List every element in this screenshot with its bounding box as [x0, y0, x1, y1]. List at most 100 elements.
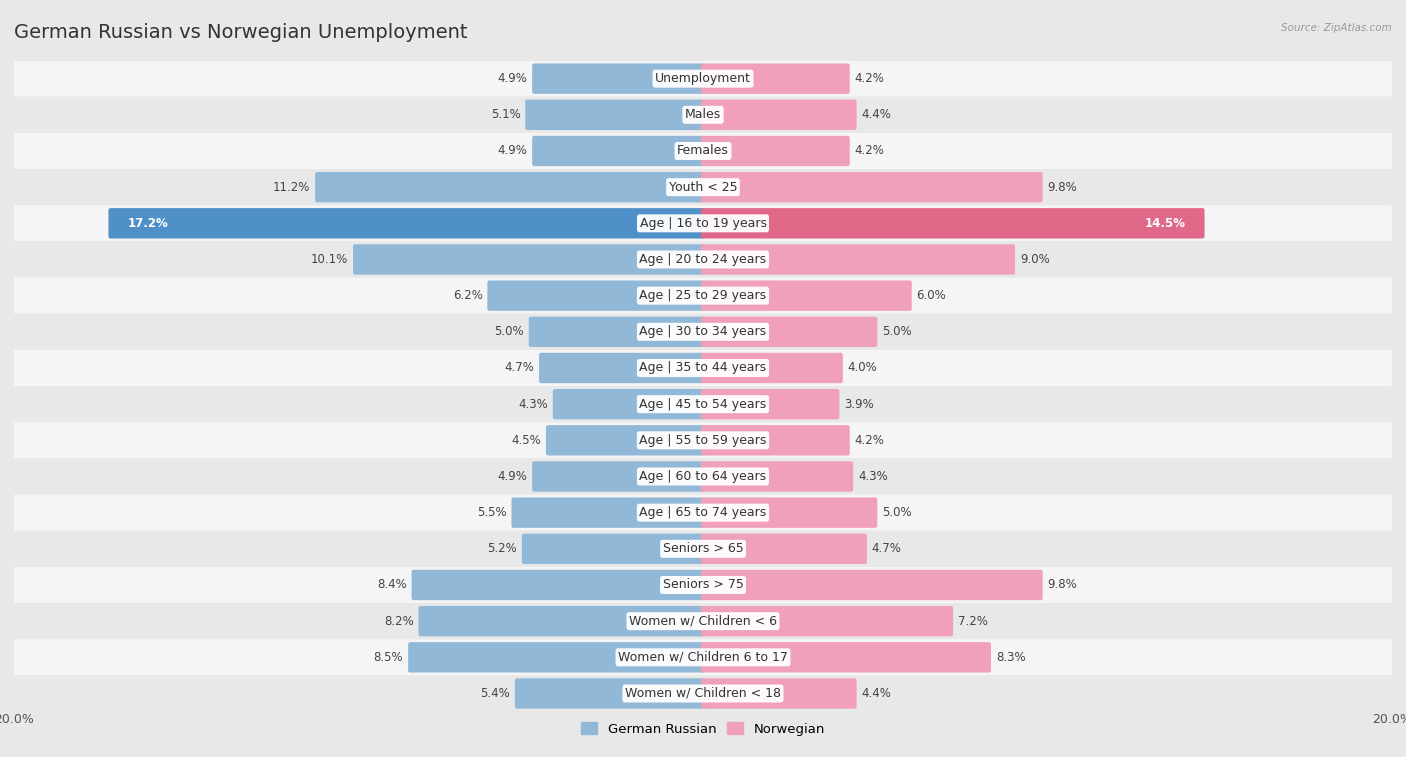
Text: 10.1%: 10.1% — [311, 253, 349, 266]
FancyBboxPatch shape — [702, 461, 853, 492]
FancyBboxPatch shape — [702, 389, 839, 419]
FancyBboxPatch shape — [408, 642, 704, 672]
FancyBboxPatch shape — [14, 133, 1392, 169]
FancyBboxPatch shape — [702, 208, 1205, 238]
FancyBboxPatch shape — [531, 136, 704, 167]
FancyBboxPatch shape — [14, 422, 1392, 459]
FancyBboxPatch shape — [702, 425, 849, 456]
FancyBboxPatch shape — [702, 316, 877, 347]
Text: 6.0%: 6.0% — [917, 289, 946, 302]
FancyBboxPatch shape — [14, 386, 1392, 422]
Text: 4.2%: 4.2% — [855, 72, 884, 85]
Text: 9.8%: 9.8% — [1047, 181, 1077, 194]
FancyBboxPatch shape — [531, 64, 704, 94]
FancyBboxPatch shape — [512, 497, 704, 528]
Text: 14.5%: 14.5% — [1144, 217, 1185, 230]
FancyBboxPatch shape — [488, 280, 704, 311]
Text: 8.3%: 8.3% — [995, 651, 1025, 664]
Text: Women w/ Children 6 to 17: Women w/ Children 6 to 17 — [619, 651, 787, 664]
FancyBboxPatch shape — [14, 97, 1392, 133]
FancyBboxPatch shape — [14, 459, 1392, 494]
Text: 5.0%: 5.0% — [882, 326, 911, 338]
Text: Males: Males — [685, 108, 721, 121]
Text: Seniors > 65: Seniors > 65 — [662, 542, 744, 556]
Text: Women w/ Children < 18: Women w/ Children < 18 — [626, 687, 780, 700]
Text: 8.4%: 8.4% — [377, 578, 406, 591]
FancyBboxPatch shape — [702, 497, 877, 528]
Text: Females: Females — [678, 145, 728, 157]
FancyBboxPatch shape — [702, 136, 849, 167]
Text: Age | 65 to 74 years: Age | 65 to 74 years — [640, 506, 766, 519]
FancyBboxPatch shape — [515, 678, 704, 709]
FancyBboxPatch shape — [702, 642, 991, 672]
FancyBboxPatch shape — [702, 606, 953, 637]
FancyBboxPatch shape — [702, 353, 842, 383]
FancyBboxPatch shape — [14, 531, 1392, 567]
Text: 5.1%: 5.1% — [491, 108, 520, 121]
FancyBboxPatch shape — [553, 389, 704, 419]
Text: 7.2%: 7.2% — [957, 615, 988, 628]
FancyBboxPatch shape — [14, 61, 1392, 97]
Text: Unemployment: Unemployment — [655, 72, 751, 85]
Text: 4.9%: 4.9% — [498, 72, 527, 85]
Text: Age | 30 to 34 years: Age | 30 to 34 years — [640, 326, 766, 338]
FancyBboxPatch shape — [14, 603, 1392, 639]
FancyBboxPatch shape — [14, 639, 1392, 675]
FancyBboxPatch shape — [702, 534, 868, 564]
Text: 5.5%: 5.5% — [477, 506, 506, 519]
Text: 4.2%: 4.2% — [855, 145, 884, 157]
FancyBboxPatch shape — [14, 675, 1392, 712]
FancyBboxPatch shape — [531, 461, 704, 492]
Legend: German Russian, Norwegian: German Russian, Norwegian — [576, 717, 830, 741]
FancyBboxPatch shape — [702, 64, 849, 94]
Text: 4.3%: 4.3% — [858, 470, 887, 483]
FancyBboxPatch shape — [538, 353, 704, 383]
Text: 4.3%: 4.3% — [519, 397, 548, 410]
FancyBboxPatch shape — [419, 606, 704, 637]
Text: Seniors > 75: Seniors > 75 — [662, 578, 744, 591]
Text: 4.9%: 4.9% — [498, 145, 527, 157]
FancyBboxPatch shape — [108, 208, 704, 238]
FancyBboxPatch shape — [14, 567, 1392, 603]
Text: Age | 60 to 64 years: Age | 60 to 64 years — [640, 470, 766, 483]
FancyBboxPatch shape — [526, 100, 704, 130]
Text: 9.8%: 9.8% — [1047, 578, 1077, 591]
Text: Age | 55 to 59 years: Age | 55 to 59 years — [640, 434, 766, 447]
Text: 4.5%: 4.5% — [512, 434, 541, 447]
FancyBboxPatch shape — [529, 316, 704, 347]
FancyBboxPatch shape — [353, 245, 704, 275]
Text: 11.2%: 11.2% — [273, 181, 311, 194]
Text: German Russian vs Norwegian Unemployment: German Russian vs Norwegian Unemployment — [14, 23, 468, 42]
Text: 5.2%: 5.2% — [488, 542, 517, 556]
Text: 20.0%: 20.0% — [0, 713, 34, 727]
FancyBboxPatch shape — [546, 425, 704, 456]
Text: Age | 45 to 54 years: Age | 45 to 54 years — [640, 397, 766, 410]
Text: 20.0%: 20.0% — [1372, 713, 1406, 727]
Text: 4.4%: 4.4% — [862, 687, 891, 700]
FancyBboxPatch shape — [14, 241, 1392, 278]
Text: 8.2%: 8.2% — [384, 615, 413, 628]
Text: 4.4%: 4.4% — [862, 108, 891, 121]
Text: 8.5%: 8.5% — [374, 651, 404, 664]
FancyBboxPatch shape — [702, 280, 911, 311]
Text: 5.4%: 5.4% — [481, 687, 510, 700]
Text: 6.2%: 6.2% — [453, 289, 482, 302]
Text: 4.2%: 4.2% — [855, 434, 884, 447]
FancyBboxPatch shape — [14, 205, 1392, 241]
Text: Age | 20 to 24 years: Age | 20 to 24 years — [640, 253, 766, 266]
FancyBboxPatch shape — [412, 570, 704, 600]
Text: 5.0%: 5.0% — [495, 326, 524, 338]
FancyBboxPatch shape — [702, 570, 1043, 600]
FancyBboxPatch shape — [14, 494, 1392, 531]
Text: 4.0%: 4.0% — [848, 362, 877, 375]
Text: 4.7%: 4.7% — [872, 542, 901, 556]
Text: Age | 16 to 19 years: Age | 16 to 19 years — [640, 217, 766, 230]
Text: 5.0%: 5.0% — [882, 506, 911, 519]
FancyBboxPatch shape — [14, 313, 1392, 350]
FancyBboxPatch shape — [702, 172, 1043, 202]
FancyBboxPatch shape — [315, 172, 704, 202]
Text: 4.7%: 4.7% — [505, 362, 534, 375]
Text: 3.9%: 3.9% — [844, 397, 875, 410]
Text: Age | 25 to 29 years: Age | 25 to 29 years — [640, 289, 766, 302]
Text: Source: ZipAtlas.com: Source: ZipAtlas.com — [1281, 23, 1392, 33]
